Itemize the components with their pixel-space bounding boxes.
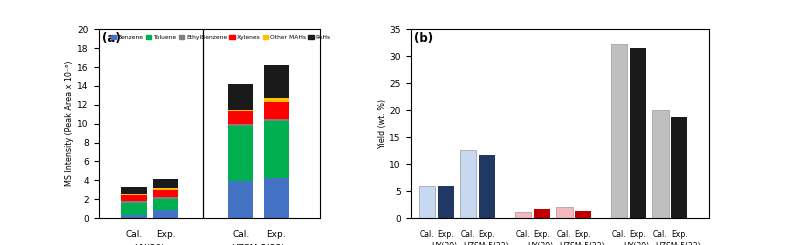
- Text: HZSM-5(23): HZSM-5(23): [232, 244, 285, 245]
- Text: HZSM-5(23): HZSM-5(23): [559, 242, 604, 245]
- Bar: [533, 209, 550, 218]
- Bar: [671, 117, 687, 218]
- Text: Cal.: Cal.: [653, 230, 667, 239]
- Bar: [153, 190, 178, 197]
- Bar: [228, 110, 253, 111]
- Text: HY(30): HY(30): [623, 242, 650, 245]
- Bar: [264, 120, 289, 121]
- Bar: [556, 207, 573, 218]
- Text: Exp.: Exp.: [574, 230, 591, 239]
- Text: Exp.: Exp.: [630, 230, 646, 239]
- Bar: [264, 121, 289, 178]
- Text: Exp.: Exp.: [671, 230, 687, 239]
- Bar: [460, 150, 477, 218]
- Bar: [437, 186, 454, 218]
- Bar: [153, 197, 178, 199]
- Text: (a): (a): [102, 32, 121, 45]
- Bar: [264, 102, 289, 120]
- Bar: [611, 44, 627, 218]
- Text: Cal.: Cal.: [557, 230, 571, 239]
- Text: Exp.: Exp.: [437, 230, 454, 239]
- Bar: [478, 155, 495, 218]
- Text: Cal.: Cal.: [420, 230, 434, 239]
- Text: HZSM-5(23): HZSM-5(23): [463, 242, 508, 245]
- Bar: [630, 48, 646, 218]
- Bar: [228, 84, 253, 110]
- Text: HY(30): HY(30): [528, 242, 554, 245]
- Bar: [515, 212, 531, 218]
- Bar: [121, 201, 147, 203]
- Bar: [652, 110, 668, 218]
- Legend: Benzene, Toluene, EthylBenzene, Xylenes, Other MAHs, PAHs: Benzene, Toluene, EthylBenzene, Xylenes,…: [108, 32, 333, 43]
- Bar: [121, 187, 147, 194]
- Y-axis label: MS Intensity (Peak Area x 10⁻⁶): MS Intensity (Peak Area x 10⁻⁶): [65, 61, 75, 186]
- Bar: [228, 111, 253, 124]
- Bar: [121, 195, 147, 201]
- Text: Cal.: Cal.: [611, 230, 626, 239]
- Bar: [153, 210, 178, 218]
- Bar: [228, 181, 253, 218]
- Bar: [228, 126, 253, 181]
- Bar: [574, 211, 591, 218]
- Text: Cal.: Cal.: [461, 230, 476, 239]
- Text: HY(30): HY(30): [432, 242, 458, 245]
- Bar: [419, 186, 435, 218]
- Bar: [228, 124, 253, 126]
- Text: Cal.: Cal.: [232, 230, 249, 239]
- Bar: [264, 98, 289, 102]
- Text: HZSM-5(23): HZSM-5(23): [655, 242, 701, 245]
- Text: Exp.: Exp.: [478, 230, 495, 239]
- Bar: [121, 203, 147, 215]
- Text: (b): (b): [414, 32, 433, 45]
- Bar: [121, 215, 147, 218]
- Text: Cal.: Cal.: [125, 230, 143, 239]
- Text: Exp.: Exp.: [533, 230, 550, 239]
- Text: HY(30): HY(30): [135, 244, 165, 245]
- Bar: [264, 65, 289, 98]
- Bar: [153, 199, 178, 210]
- Bar: [121, 194, 147, 195]
- Bar: [153, 179, 178, 188]
- Text: Cal.: Cal.: [516, 230, 530, 239]
- Bar: [153, 188, 178, 190]
- Text: Exp.: Exp.: [266, 230, 286, 239]
- Text: Exp.: Exp.: [156, 230, 176, 239]
- Y-axis label: Yield (wt. %): Yield (wt. %): [377, 99, 387, 149]
- Bar: [264, 178, 289, 218]
